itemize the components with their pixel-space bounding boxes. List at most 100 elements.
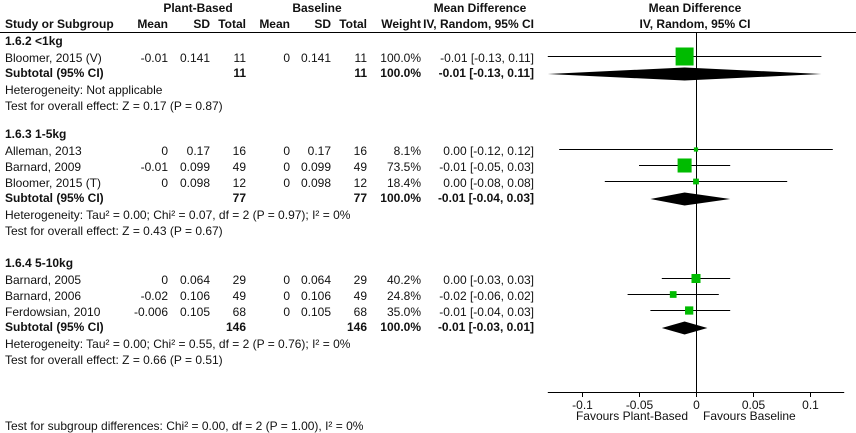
subtotal-ci-text: -0.01 [-0.03, 0.01] [437,320,534,334]
subtotal-diamond [661,321,708,335]
study-bl-mean: 0 [283,273,290,287]
study-bl-mean: 0 [283,51,290,65]
heterogeneity-text: Heterogeneity: Tau² = 0.00; Chi² = 0.07,… [5,208,351,222]
col-bl-total: Total [339,17,367,31]
study-ci-text: 0.00 [-0.03, 0.03] [443,273,534,287]
study-pb-mean: 0 [161,273,168,287]
study-bl-sd: 0.106 [300,289,331,303]
col-bl-mean: Mean [259,17,290,31]
study-ci-text: -0.01 [-0.05, 0.03] [439,160,534,174]
study-bl-total: 49 [353,160,367,174]
col-pb-mean: Mean [137,17,168,31]
study-bl-sd: 0.105 [300,305,331,319]
study-weight: 18.4% [386,176,421,190]
study-bl-mean: 0 [283,176,290,190]
study-weight: 73.5% [386,160,421,174]
col-weight: Weight [381,17,421,31]
subgroup-heading: 1.6.2 <1kg [5,34,63,48]
study-bl-sd: 0.064 [300,273,331,287]
x-tick-label: 0.1 [802,398,819,412]
study-ci-text: -0.02 [-0.06, 0.02] [439,289,534,303]
effect-square [693,147,699,152]
md-plot-method: IV, Random, 95% CI [639,17,751,31]
study-pb-mean: -0.01 [140,160,168,174]
study-bl-total: 29 [353,273,367,287]
md-plot-title: Mean Difference [648,1,742,15]
study-pb-mean: -0.006 [133,305,168,319]
subtotal-weight: 100.0% [380,320,421,334]
study-pb-sd: 0.141 [179,51,210,65]
study-name: Barnard, 2005 [5,273,82,287]
x-tick-label: 0 [693,398,700,412]
subtotal-label: Subtotal (95% CI) [5,66,104,80]
study-pb-total: 49 [232,289,246,303]
subtotal-label: Subtotal (95% CI) [5,191,104,205]
md-table-title: Mean Difference [433,1,527,15]
study-bl-mean: 0 [283,160,290,174]
subtotal-diamond [650,192,731,206]
favours-right-label: Favours Baseline [703,409,796,423]
overall-effect-text: Test for overall effect: Z = 0.66 (P = 0… [5,353,223,367]
study-bl-mean: 0 [283,144,290,158]
study-weight: 40.2% [386,273,421,287]
study-ci-text: 0.00 [-0.12, 0.12] [443,144,534,158]
favours-left-label: Favours Plant-Based [575,409,688,423]
effect-square [693,178,699,185]
subtotal-diamond [547,67,822,81]
group-header-plant-based: Plant-Based [163,1,233,15]
study-bl-sd: 0.099 [300,160,331,174]
study-weight: 100.0% [380,51,421,65]
study-pb-mean: 0 [161,144,168,158]
x-tick-label: -0.05 [625,398,654,412]
subtotal-pb-total: 146 [225,320,246,334]
study-name: Barnard, 2009 [5,160,82,174]
study-pb-total: 68 [232,305,246,319]
subgroup-differences-text: Test for subgroup differences: Chi² = 0.… [5,419,364,433]
study-bl-total: 12 [353,176,367,190]
subtotal-label: Subtotal (95% CI) [5,320,104,334]
study-pb-sd: 0.17 [186,144,210,158]
effect-square [675,47,694,66]
group-header-baseline: Baseline [292,1,342,15]
subtotal-weight: 100.0% [380,66,421,80]
x-tick-label: -0.1 [572,398,593,412]
study-name: Bloomer, 2015 (T) [5,176,102,190]
subtotal-bl-total: 11 [354,66,367,80]
study-bl-total: 11 [354,51,367,65]
study-ci-text: -0.01 [-0.13, 0.11] [440,51,534,65]
heterogeneity-text: Heterogeneity: Not applicable [5,83,163,97]
subtotal-bl-total: 77 [353,191,367,205]
overall-effect-text: Test for overall effect: Z = 0.43 (P = 0… [5,224,223,238]
col-pb-total: Total [218,17,246,31]
study-ci-text: -0.01 [-0.04, 0.03] [439,305,534,319]
col-study: Study or Subgroup [5,17,114,31]
study-bl-sd: 0.17 [307,144,331,158]
study-bl-total: 68 [353,305,367,319]
overall-effect-text: Test for overall effect: Z = 0.17 (P = 0… [5,99,223,113]
study-pb-total: 11 [233,51,246,65]
study-pb-total: 16 [232,144,246,158]
col-md-method: IV, Random, 95% CI [423,17,534,31]
study-pb-total: 49 [232,160,246,174]
study-bl-sd: 0.098 [300,176,331,190]
study-weight: 24.8% [386,289,421,303]
effect-square [669,291,677,298]
study-pb-mean: -0.01 [140,51,168,65]
study-name: Bloomer, 2015 (V) [5,51,102,65]
study-bl-sd: 0.141 [300,51,331,65]
subtotal-ci-text: -0.01 [-0.13, 0.11] [438,66,534,80]
study-ci-text: 0.00 [-0.08, 0.08] [443,176,534,190]
subtotal-pb-total: 11 [233,66,246,80]
study-weight: 8.1% [393,144,421,158]
subtotal-pb-total: 77 [232,191,246,205]
study-name: Ferdowsian, 2010 [5,305,101,319]
study-bl-mean: 0 [283,305,290,319]
study-bl-total: 49 [353,289,367,303]
col-pb-sd: SD [193,17,210,31]
study-pb-sd: 0.105 [179,305,210,319]
subtotal-ci-text: -0.01 [-0.04, 0.03] [437,191,534,205]
subtotal-weight: 100.0% [380,191,421,205]
study-pb-mean: 0 [161,176,168,190]
subgroup-heading: 1.6.3 1-5kg [5,127,67,141]
